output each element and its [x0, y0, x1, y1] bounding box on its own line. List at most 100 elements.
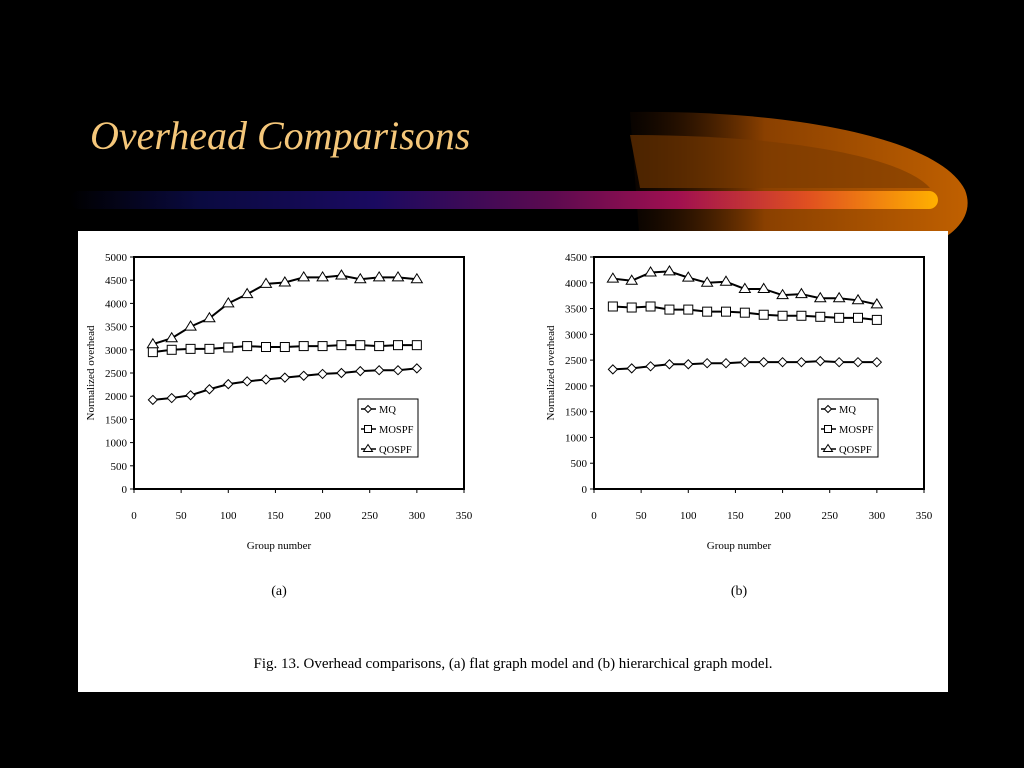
chart-b-series-mq-point	[777, 356, 788, 368]
chart-a-series-qospf-point	[221, 296, 235, 308]
chart-a-xtick-label: 0	[131, 510, 137, 522]
chart-a-series-mq-point	[336, 367, 347, 379]
chart-a-series-mq-point	[185, 390, 196, 401]
chart-b-ytick-label: 3000	[565, 329, 588, 341]
chart-a-ytick-label: 3000	[105, 345, 128, 357]
chart-b-ytick-label: 2000	[565, 381, 588, 393]
chart-b-series-mq-point	[701, 357, 713, 369]
chart-b-series-mq-point	[739, 356, 751, 368]
chart-a-series-qospf-point	[410, 272, 424, 284]
chart-a-ytick-label: 500	[111, 461, 128, 473]
chart-a-series-mq-point	[298, 370, 309, 381]
chart-b-ytick-label: 4000	[565, 278, 588, 290]
chart-a-series-qospf-point	[353, 272, 367, 284]
chart-a-ytick-label: 2500	[105, 368, 128, 380]
chart-a-legend-qospf-label: QOSPF	[379, 445, 412, 456]
chart-b-series-mospf-point	[853, 312, 863, 323]
chart-b-series-qospf-point	[663, 264, 676, 276]
chart-a-xtick-label: 150	[267, 510, 284, 522]
chart-b-xtick-label: 200	[774, 510, 791, 522]
chart-b-xtick-label: 100	[680, 510, 697, 522]
chart-a-series-mq-point	[241, 376, 253, 387]
chart-b-ytick-label: 4500	[565, 252, 588, 264]
chart-a-series-mospf-point	[317, 341, 328, 352]
chart-b-legend-mq-marker	[823, 404, 833, 414]
chart-b-xtick-label: 250	[821, 510, 838, 522]
chart-b-series-mospf-point	[871, 314, 882, 325]
chart-b-series-mq-point	[720, 357, 732, 369]
chart-a-legend-mospf-label: MOSPF	[379, 425, 414, 436]
chart-a-series-qospf-point	[184, 320, 197, 331]
chart-a-series-mospf-point	[393, 340, 403, 351]
chart-a-series-mq-point	[355, 365, 366, 377]
chart-b-plot-frame	[593, 256, 925, 490]
chart-a-legend-mospf-marker	[364, 425, 372, 433]
chart-b-series-mq-point	[664, 359, 675, 370]
chart-a-series-qospf-point	[203, 311, 216, 323]
chart-b-xtick-label: 150	[727, 510, 744, 522]
chart-a-series-mq-point	[317, 368, 328, 380]
chart-b-series-mospf-point	[834, 312, 845, 323]
chart-b-series-mq-point	[626, 363, 637, 374]
chart-a-ytick-label: 0	[122, 484, 128, 496]
chart-a-series-mq-point	[204, 384, 215, 395]
chart-b-series-mospf-point	[664, 304, 675, 315]
chart-b-series-mospf-point	[683, 304, 694, 315]
chart-b-xlabel: Group number	[707, 540, 772, 552]
chart-b-series-mq-point	[815, 355, 826, 367]
chart-a-xlabel: Group number	[247, 540, 312, 552]
chart-a-legend-qospf-marker	[362, 443, 374, 452]
chart-b-legend-mospf-label: MOSPF	[839, 425, 874, 436]
chart-a-xtick-label: 200	[314, 510, 331, 522]
chart-a-xtick-label: 50	[176, 510, 188, 522]
chart-a-series-qospf-point	[391, 270, 405, 282]
chart-b-ytick-label: 1500	[565, 407, 588, 419]
figure-panel: 0 500 1000 1500 2000 2500 3000 3500 4000 4500 5000…	[78, 231, 948, 692]
chart-a-series-mq-point	[411, 363, 423, 374]
chart-a-series-mospf-point	[166, 344, 177, 355]
chart-b-xtick-label: 50	[636, 510, 648, 522]
chart-a-series-qospf-point	[335, 269, 348, 280]
chart-a-series-mq-point	[147, 394, 159, 406]
chart-a-ytick-label: 5000	[105, 252, 128, 264]
chart-b-series-mospf-point	[758, 309, 769, 320]
chart-b-series-mq-point	[871, 356, 883, 368]
chart-b-ylabel: Normalized overhead	[545, 325, 557, 420]
chart-b-series-qospf-point	[606, 272, 620, 283]
chart-a-series-qospf-point	[297, 270, 311, 282]
chart-a-series-mospf-point	[261, 342, 271, 353]
chart-b-ytick-label: 1000	[565, 432, 588, 444]
chart-b-series-mospf-point	[626, 302, 637, 313]
chart-a-series-mospf-point	[411, 340, 422, 351]
chart-a-legend-mq-marker	[363, 404, 373, 414]
chart-a-series-mospf-point	[223, 342, 234, 353]
chart-b-series-qospf-point	[644, 266, 657, 277]
chart-a-xtick-label: 100	[220, 510, 237, 522]
chart-a-xtick-label: 350	[456, 510, 473, 522]
chart-b-series-mospf-point	[607, 301, 618, 312]
chart-b-series-qospf-point	[813, 291, 827, 303]
gradient-bar	[70, 191, 938, 209]
chart-a-ytick-label: 2000	[105, 391, 128, 403]
chart-b-series-mospf-point	[796, 310, 807, 321]
chart-b-legend-mq-label: MQ	[839, 405, 856, 416]
chart-b-ytick-label: 2500	[565, 355, 588, 367]
chart-b-series-qospf-point	[719, 275, 733, 286]
chart-b-series-qospf-point	[681, 271, 695, 282]
chart-a-series-qospf-point	[278, 276, 292, 287]
chart-b-series-mospf-point	[777, 310, 788, 321]
chart-a-series-qospf-point	[240, 287, 254, 299]
chart-a-series-mq-point	[373, 365, 385, 376]
chart-a-series-qospf-point	[259, 277, 273, 288]
chart-a-series-qospf-point	[372, 270, 386, 282]
chart-b-series-mq-point	[683, 359, 694, 370]
swoosh-arc-inner	[630, 135, 930, 188]
chart-b-subfigure-label: (b)	[731, 584, 748, 599]
chart-b-series-qospf-point	[738, 282, 752, 293]
chart-a-ylabel: Normalized overhead	[85, 325, 97, 420]
chart-b-series-mq-point	[796, 356, 807, 368]
chart-b-legend-qospf-label: QOSPF	[839, 445, 872, 456]
chart-a-series-mospf-point	[355, 340, 366, 351]
chart-a: 0500100015002000250030003500400045005000…	[85, 252, 473, 599]
